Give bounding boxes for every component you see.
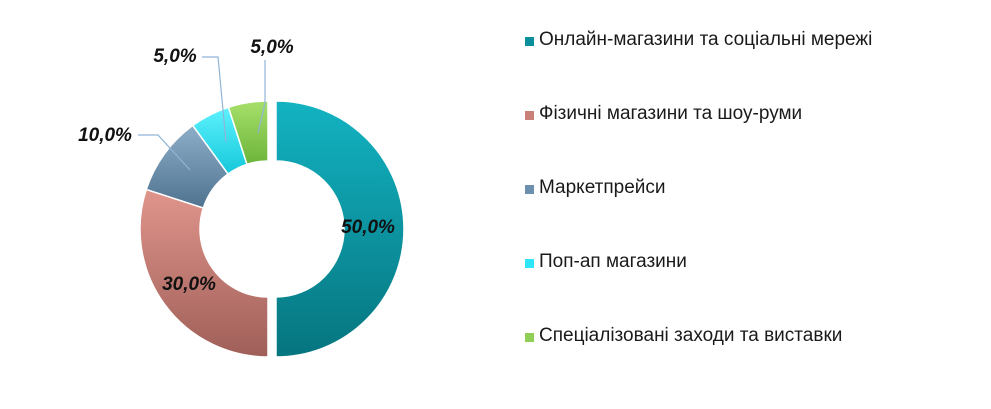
legend-swatch-online: [525, 37, 534, 46]
legend-swatch-popup: [525, 259, 534, 268]
legend-swatch-physical: [525, 111, 534, 120]
donut-slice-events: [227, 100, 269, 166]
legend-label-marketplaces: Маркетпрейси: [539, 177, 666, 198]
data-label-online: 50,0%: [341, 217, 395, 238]
legend-label-online: Онлайн-магазини та соціальні мережі: [539, 29, 873, 50]
leader-line-popup: [202, 56, 227, 143]
donut-slice-online: [275, 100, 405, 358]
legend-label-physical: Фізичні магазини та шоу-руми: [539, 103, 803, 124]
legend-item-marketplaces: Маркетпрейси: [525, 174, 965, 248]
legend-label-popup: Поп-ап магазини: [539, 251, 687, 272]
legend-item-online: Онлайн-магазини та соціальні мережі: [525, 26, 965, 100]
donut-chart: 50,0% 30,0% 10,0% 5,0% 5,0%: [78, 37, 405, 358]
legend-label-events: Спеціалізовані заходи та виставки: [539, 325, 843, 346]
leader-line-marketplaces: [138, 134, 191, 171]
leader-line-events: [257, 60, 266, 134]
legend-swatch-marketplaces: [525, 185, 534, 194]
legend-item-popup: Поп-ап магазини: [525, 248, 965, 322]
data-label-physical: 30,0%: [162, 274, 216, 295]
legend-swatch-events: [525, 333, 534, 342]
legend-item-physical: Фізичні магазини та шоу-руми: [525, 100, 965, 174]
donut-slice-physical: [139, 188, 269, 358]
data-label-marketplaces: 10,0%: [78, 125, 132, 146]
data-label-events: 5,0%: [250, 37, 293, 58]
data-label-popup: 5,0%: [153, 46, 196, 67]
legend-item-events: Спеціалізовані заходи та виставки: [525, 322, 965, 396]
legend: Онлайн-магазини та соціальні мережі Фізич…: [525, 26, 965, 396]
